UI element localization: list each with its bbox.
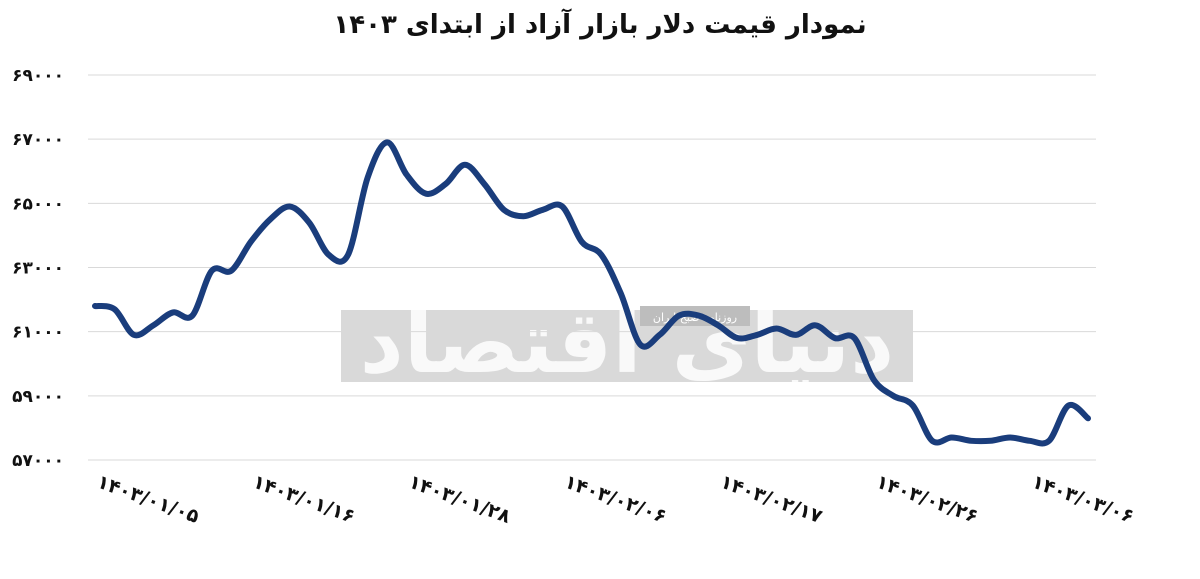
x-tick-label: ۱۴۰۳/۰۲/۰۶ xyxy=(562,471,670,528)
y-tick-label: ۶۳۰۰۰ xyxy=(12,259,64,279)
data-point xyxy=(598,252,604,258)
data-point xyxy=(228,268,234,274)
data-point xyxy=(910,403,916,408)
data-point xyxy=(365,175,371,181)
data-point xyxy=(559,204,565,209)
data-point xyxy=(248,239,254,245)
x-tick-label: ۱۴۰۳/۰۲/۲۶ xyxy=(873,471,981,528)
y-tick-label: ۵۷۰۰۰ xyxy=(12,451,64,471)
data-point xyxy=(131,332,137,338)
data-point xyxy=(657,332,663,338)
data-point xyxy=(1066,403,1071,408)
y-tick-label: ۶۷۰۰۰ xyxy=(12,130,64,150)
data-point xyxy=(209,268,215,274)
y-tick-label: ۵۹۰۰۰ xyxy=(12,387,64,407)
data-point xyxy=(851,335,857,341)
x-tick-label: ۱۴۰۳/۰۱/۰۵ xyxy=(94,471,202,528)
data-point xyxy=(637,342,643,347)
data-point xyxy=(968,438,974,444)
data-point xyxy=(462,162,468,168)
data-point xyxy=(1085,415,1091,421)
data-point xyxy=(696,313,702,319)
data-point xyxy=(929,438,935,444)
data-point xyxy=(345,252,351,258)
data-point xyxy=(949,435,955,440)
data-point xyxy=(540,207,546,213)
data-point xyxy=(384,139,390,145)
y-tick-label: ۶۱۰۰۰ xyxy=(12,323,64,343)
data-point xyxy=(423,191,429,197)
data-point xyxy=(735,335,740,341)
data-point xyxy=(404,172,409,177)
x-tick-label: ۱۴۰۳/۰۱/۱۶ xyxy=(250,471,358,528)
data-point xyxy=(618,290,624,296)
data-point xyxy=(832,335,838,341)
data-point xyxy=(267,216,273,222)
data-point xyxy=(988,438,994,444)
data-point xyxy=(676,313,682,319)
data-point xyxy=(754,332,760,338)
data-point xyxy=(501,207,507,213)
data-point xyxy=(520,213,526,219)
y-tick-label: ۶۹۰۰۰ xyxy=(12,66,64,86)
data-point xyxy=(112,306,117,312)
x-tick-label: ۱۴۰۳/۰۲/۱۷ xyxy=(717,471,825,528)
data-point xyxy=(170,309,176,315)
data-point xyxy=(579,239,585,245)
data-point xyxy=(1046,438,1052,444)
data-point xyxy=(715,322,721,328)
data-point xyxy=(306,220,312,226)
chart-title: نمودار قیمت دلار بازار آزاد از ابتدای ۱۴… xyxy=(333,10,867,40)
data-point xyxy=(890,393,896,399)
data-point xyxy=(443,181,448,187)
data-point xyxy=(189,313,195,319)
data-point xyxy=(326,252,332,258)
y-tick-label: ۶۵۰۰۰ xyxy=(12,194,64,214)
data-point xyxy=(92,303,98,309)
series-line xyxy=(92,139,1091,447)
x-tick-label: ۱۴۰۳/۰۳/۰۶ xyxy=(1029,471,1137,528)
data-point xyxy=(812,322,818,328)
data-point xyxy=(1007,435,1013,440)
data-point xyxy=(793,332,799,338)
data-point xyxy=(481,181,487,187)
x-tick-label: ۱۴۰۳/۰۱/۲۸ xyxy=(406,471,514,528)
data-point xyxy=(871,377,877,383)
data-point xyxy=(774,326,779,331)
data-point xyxy=(287,204,293,209)
data-point xyxy=(150,322,156,328)
data-point xyxy=(1027,438,1033,444)
watermark-band xyxy=(341,310,913,382)
